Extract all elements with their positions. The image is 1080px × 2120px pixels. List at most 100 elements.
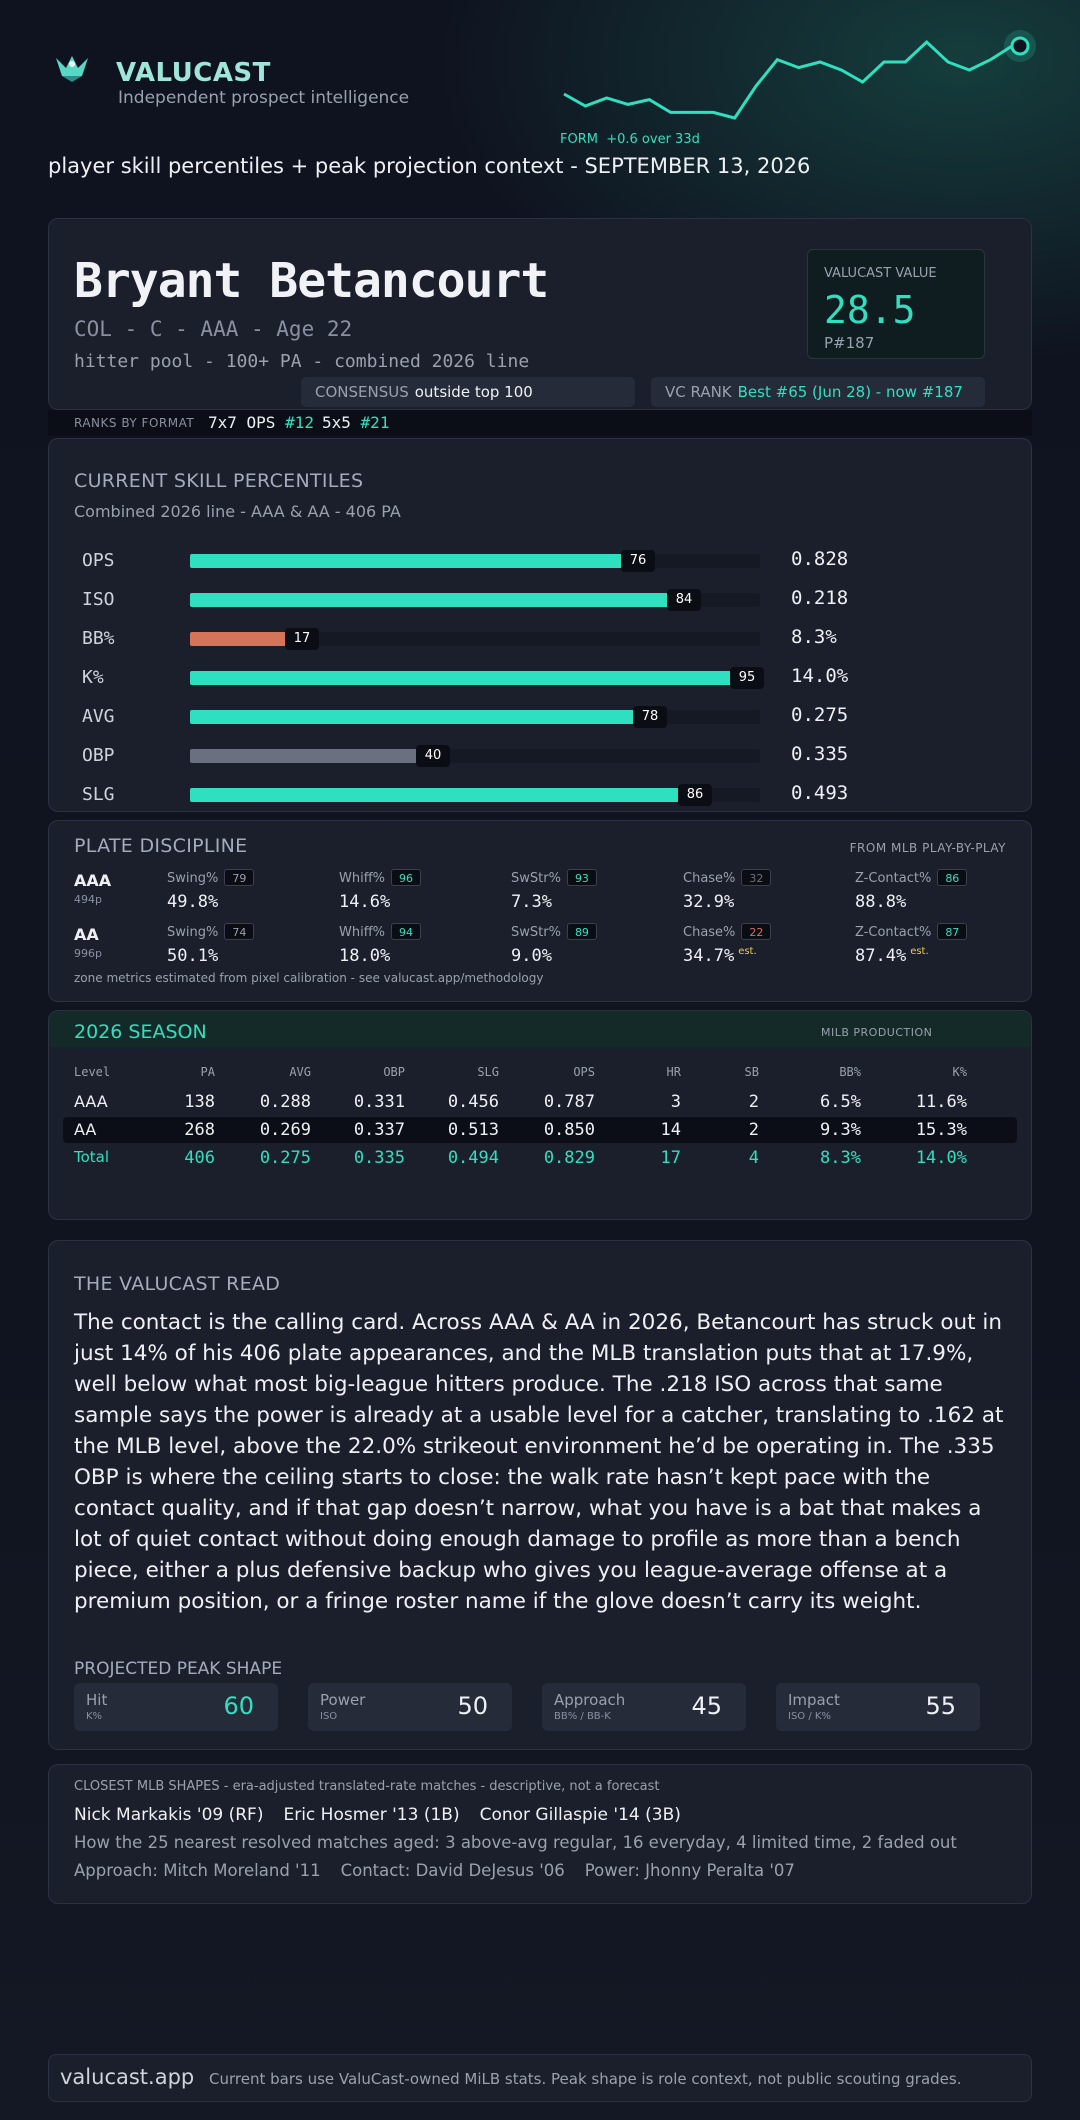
skill-track: 76 (190, 550, 760, 572)
season-cell: 0.513 (447, 1120, 499, 1140)
player-pool: hitter pool - 100+ PA - combined 2026 li… (74, 351, 530, 372)
peak-label: Power (320, 1691, 366, 1709)
ranks-by-format: RANKS BY FORMAT 7x7 OPS #12 5x5 #21 (48, 410, 1032, 436)
plate-metric-head: Chase% 32 (683, 867, 853, 886)
peak-value: 45 (691, 1692, 722, 1720)
plate-metric-label: Whiff% (339, 925, 386, 940)
skill-percentiles-card: CURRENT SKILL PERCENTILES Combined 2026 … (48, 438, 1032, 812)
season-cell: 2 (748, 1092, 759, 1112)
season-tag: MILB PRODUCTION (821, 1026, 933, 1039)
season-col-hr: HR (666, 1065, 681, 1079)
season-header (49, 1011, 1031, 1047)
season-cell: 9.3% (820, 1120, 861, 1140)
footer-site-link[interactable]: valucast.app (60, 2065, 195, 2089)
plate-metric-percentile: 96 (391, 869, 422, 886)
plate-metric-head: Z-Contact% 87 (855, 921, 1025, 940)
plate-metric-number: 14.6% (339, 892, 391, 912)
season-total-row: Total 406 0.275 0.335 0.494 0.829 17 4 8.3% 14.0% (49, 1145, 1031, 1171)
skill-percentile-badge: 84 (667, 589, 701, 611)
plate-metric-number: 9.0% (511, 946, 552, 966)
plate-metric-number: 88.8% (855, 892, 907, 912)
player-meta: COL - C - AAA - Age 22 (74, 317, 353, 341)
season-cell: 0.456 (447, 1092, 499, 1112)
season-cell: 8.3% (820, 1148, 861, 1168)
form-label: FORM +0.6 over 33d (560, 132, 700, 147)
season-cell: 138 (184, 1092, 215, 1112)
comps-card: CLOSEST MLB SHAPES - era-adjusted transl… (48, 1764, 1032, 1904)
skill-value: 0.493 (791, 782, 849, 804)
skill-track: 95 (190, 667, 764, 689)
plate-metric-percentile: 89 (566, 923, 597, 940)
plate-metric-value: 49.8% (167, 892, 337, 912)
estimate-flag: est. (738, 946, 757, 957)
plate-metric: Chase% 32 32.9% (683, 867, 853, 912)
skill-row-obp: OBP 40 0.335 (49, 741, 1033, 771)
plate-metric-number: 34.7% (683, 946, 735, 966)
vc-rank-value: Best #65 (Jun 28) - now #187 (737, 383, 963, 401)
plate-title: PLATE DISCIPLINE (74, 835, 248, 857)
plate-metric-number: 18.0% (339, 946, 391, 966)
season-cell: 268 (184, 1120, 215, 1140)
skill-row-iso: ISO 84 0.218 (49, 585, 1033, 615)
plate-metric-percentile: 74 (224, 923, 255, 940)
peak-sub: K% (86, 1711, 103, 1722)
season-col-k-pct: K% (952, 1065, 967, 1079)
skill-percentile-badge: 40 (416, 745, 450, 767)
plate-metric-number: 87.4% (855, 946, 907, 966)
rank-format-1-name: 7x7 OPS (208, 413, 276, 432)
plate-level-pa: 996p (74, 947, 102, 960)
season-cell: 0.829 (543, 1148, 595, 1168)
skill-track: 86 (190, 784, 760, 806)
skill-value: 0.828 (791, 548, 849, 570)
plate-metric-head: Z-Contact% 86 (855, 867, 1025, 886)
skill-fill (190, 593, 669, 607)
skill-name: AVG (82, 706, 115, 727)
skill-value: 8.3% (791, 626, 837, 648)
skill-name: OPS (82, 550, 115, 571)
skill-percentile-badge: 86 (678, 784, 712, 806)
plate-metric-percentile: 79 (224, 869, 255, 886)
season-card: 2026 SEASON MILB PRODUCTION Level PA AVG OB… (48, 1010, 1032, 1220)
season-col-bb-pct: BB% (839, 1065, 861, 1079)
plate-metric-label: Chase% (683, 925, 736, 940)
plate-metric-label: Swing% (167, 925, 219, 940)
season-cell: 14.0% (915, 1148, 967, 1168)
plate-discipline-card: PLATE DISCIPLINE FROM MLB PLAY-BY-PLAY z… (48, 820, 1032, 1002)
skill-fill (190, 554, 623, 568)
vc-rank-pill: VC RANK Best #65 (Jun 28) - now #187 (651, 377, 985, 407)
season-col-avg: AVG (289, 1065, 311, 1079)
season-col-obp: OBP (383, 1065, 405, 1079)
plate-metric-percentile: 87 (937, 923, 968, 940)
skill-row-avg: AVG 78 0.275 (49, 702, 1033, 732)
form-label-text: FORM (560, 132, 598, 147)
rank-format-2: 5x5 #21 (322, 410, 389, 436)
peak-sub: ISO / K% (788, 1711, 831, 1722)
skill-value: 14.0% (791, 665, 849, 687)
skill-track: 40 (190, 745, 760, 767)
valucast-value-box: VALUCAST VALUE 28.5 P#187 (807, 249, 985, 359)
tagline: Independent prospect intelligence (118, 88, 410, 108)
plate-metric-label: Z-Contact% (855, 925, 932, 940)
season-cell: 0.288 (259, 1092, 311, 1112)
season-cell: 0.850 (543, 1120, 595, 1140)
plate-metric-head: Swing% 74 (167, 921, 337, 940)
season-cell: 0.787 (543, 1092, 595, 1112)
season-table-header: Level PA AVG OBP SLG OPS HR SB BB% K% (49, 1065, 1031, 1091)
skills-subtitle: Combined 2026 line - AAA & AA - 406 PA (74, 502, 401, 521)
plate-metric-value: 9.0% (511, 946, 681, 966)
skill-percentile-badge: 78 (633, 706, 667, 728)
comps-aged: How the 25 nearest resolved matches aged… (74, 1833, 957, 1852)
vc-rank-label: VC RANK (665, 383, 732, 401)
skill-fill (190, 749, 418, 763)
season-cell: 14 (660, 1120, 681, 1140)
value-label: VALUCAST VALUE (824, 266, 937, 281)
plate-metric: SwStr% 93 7.3% (511, 867, 681, 912)
read-title: THE VALUCAST READ (74, 1273, 281, 1295)
peak-value: 50 (457, 1692, 488, 1720)
form-change: +0.6 over 33d (606, 132, 700, 147)
peak-title: PROJECTED PEAK SHAPE (74, 1659, 283, 1679)
skill-value: 0.335 (791, 743, 849, 765)
plate-metric-label: SwStr% (511, 871, 561, 886)
skill-name: ISO (82, 589, 115, 610)
comp-name-1: Nick Markakis '09 (RF) (74, 1805, 264, 1825)
